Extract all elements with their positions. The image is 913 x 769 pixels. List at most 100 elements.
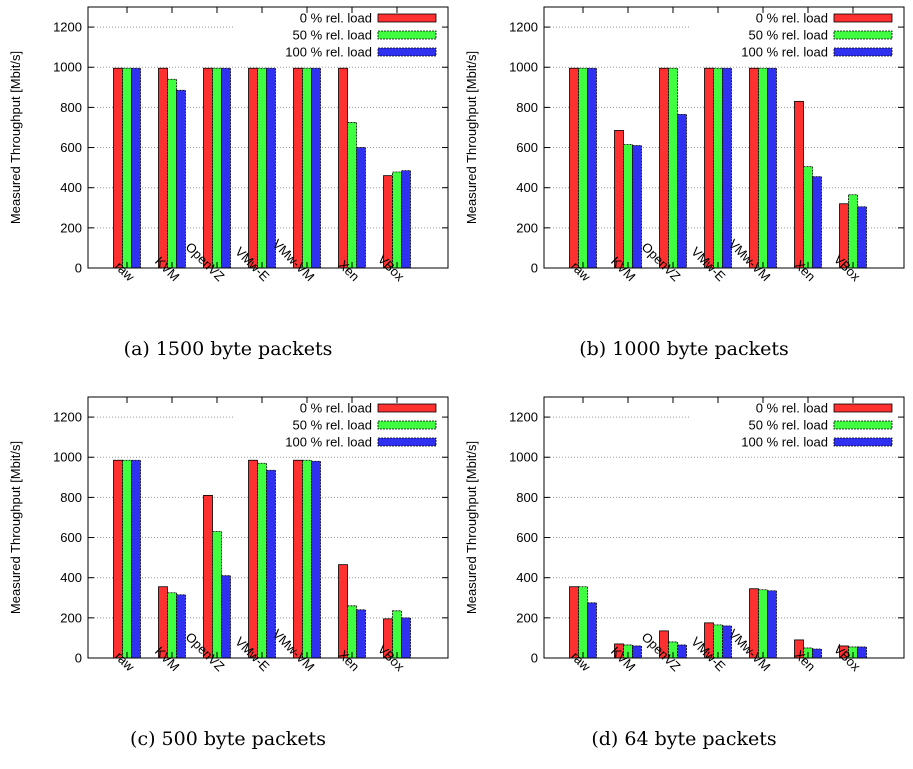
bar-group-vbox (839, 194, 867, 269)
chart-caption-b: (b) 1000 byte packets (579, 338, 789, 360)
bar-group-kvm (158, 67, 186, 269)
bar-openvz-load-100 (221, 575, 231, 659)
bar-xen-load-100 (356, 609, 366, 659)
bar-group-xen (338, 67, 366, 269)
y-tick-label: 400 (516, 180, 538, 195)
plot-frame (543, 396, 905, 659)
chart-panel-c: Measured Throughput [Mbit/s] 0 200 400 600 80… (0, 390, 456, 769)
legend-label-load-100: 100 % rel. load (285, 45, 372, 60)
bar-openvz-load-0 (203, 67, 213, 269)
bar-raw-load-50 (578, 586, 588, 659)
y-tick-label: 400 (60, 570, 82, 585)
legend-swatch-load-0 (377, 403, 437, 413)
bar-group-vmw-e (248, 67, 276, 269)
chart-caption-a: (a) 1500 byte packets (123, 338, 333, 360)
y-axis-label: Measured Throughput [Mbit/s] (8, 51, 23, 224)
y-axis-label: Measured Throughput [Mbit/s] (464, 51, 479, 224)
bar-vbox-load-100 (857, 646, 867, 659)
bar-vmw-vm-load-50 (302, 67, 312, 269)
y-tick-label: 200 (60, 220, 82, 235)
y-tick-label: 200 (516, 610, 538, 625)
bar-vmw-e-load-100 (722, 67, 732, 269)
y-tick-label: 600 (516, 140, 538, 155)
legend-label-load-50: 50 % rel. load (293, 28, 373, 43)
chart-caption-c: (c) 500 byte packets (130, 728, 326, 750)
bar-openvz-load-50 (212, 67, 222, 269)
bar-openvz-load-0 (203, 494, 213, 659)
y-tick-label: 1000 (53, 60, 82, 75)
bar-group-kvm (614, 130, 642, 269)
bar-xen-load-100 (812, 176, 822, 269)
bar-vmw-vm-load-50 (302, 459, 312, 659)
bar-vbox-load-50 (848, 194, 858, 269)
y-axis-label: Measured Throughput [Mbit/s] (8, 441, 23, 614)
y-tick-label: 800 (60, 490, 82, 505)
bar-raw-load-100 (587, 67, 597, 269)
bar-raw-load-100 (587, 602, 597, 659)
legend-label-load-50: 50 % rel. load (293, 418, 373, 433)
bar-raw-load-100 (131, 67, 141, 269)
y-tick-label: 800 (516, 490, 538, 505)
bar-vmw-e-load-0 (248, 67, 258, 269)
bar-xen-load-50 (347, 122, 357, 269)
bar-vmw-vm-load-100 (767, 590, 777, 659)
chart-panel-a: Measured Throughput [Mbit/s] 0 200 400 600 80… (0, 0, 456, 379)
bar-vmw-e-load-50 (713, 67, 723, 269)
bar-kvm-load-100 (632, 645, 642, 659)
y-tick-label: 800 (516, 100, 538, 115)
bar-openvz-load-50 (668, 641, 678, 659)
bar-group-raw (569, 586, 597, 659)
legend-swatch-load-50 (377, 30, 437, 40)
legend-swatch-load-100 (377, 437, 437, 447)
legend-swatch-load-0 (833, 403, 893, 413)
bar-vmw-vm-load-100 (311, 67, 321, 269)
bar-kvm-load-50 (623, 144, 633, 269)
bar-raw-load-100 (131, 459, 141, 659)
bar-group-vmw-vm (293, 459, 321, 659)
bar-chart-b: Measured Throughput [Mbit/s] 0 200 400 600 80… (464, 6, 905, 285)
bar-kvm-load-0 (158, 67, 168, 269)
bar-vmw-e-load-100 (266, 67, 276, 269)
bar-xen-load-50 (803, 166, 813, 269)
bar-raw-load-50 (578, 67, 588, 269)
y-tick-label: 1200 (509, 410, 538, 425)
bar-openvz-load-100 (221, 67, 231, 269)
legend-swatch-load-100 (377, 47, 437, 57)
bar-vbox-load-100 (401, 617, 411, 659)
y-tick-label: 0 (531, 651, 538, 666)
bar-vmw-vm-load-0 (293, 67, 303, 269)
bar-group-vmw-vm (749, 67, 777, 269)
bar-vmw-vm-load-50 (758, 67, 768, 269)
bar-openvz-load-50 (212, 531, 222, 659)
bar-group-openvz (203, 67, 231, 269)
bar-group-xen (338, 564, 366, 659)
legend-label-load-100: 100 % rel. load (285, 435, 372, 450)
y-tick-label: 800 (60, 100, 82, 115)
y-tick-label: 200 (60, 610, 82, 625)
bar-group-openvz (659, 67, 687, 269)
bar-vmw-e-load-0 (248, 459, 258, 659)
bar-raw-load-50 (122, 459, 132, 659)
bar-xen-load-100 (356, 147, 366, 269)
legend-label-load-0: 0 % rel. load (756, 11, 828, 26)
y-tick-label: 0 (531, 261, 538, 276)
bar-group-raw (569, 67, 597, 269)
bar-raw-load-0 (569, 67, 579, 269)
legend: 0 % rel. load 50 % rel. load 100 % rel. lo… (285, 11, 437, 60)
legend-label-load-50: 50 % rel. load (749, 28, 829, 43)
y-tick-label: 200 (516, 220, 538, 235)
y-tick-label: 1000 (53, 450, 82, 465)
bar-xen-load-0 (338, 67, 348, 269)
bar-vmw-vm-load-50 (758, 589, 768, 659)
plot-frame (87, 396, 449, 659)
y-tick-label: 1000 (509, 60, 538, 75)
legend: 0 % rel. load 50 % rel. load 100 % rel. lo… (285, 401, 437, 450)
bar-vbox-load-100 (401, 170, 411, 269)
legend: 0 % rel. load 50 % rel. load 100 % rel. lo… (741, 401, 893, 450)
y-tick-label: 1200 (509, 20, 538, 35)
y-tick-label: 0 (75, 651, 82, 666)
bar-group-raw (113, 459, 141, 659)
bar-vmw-vm-load-0 (293, 459, 303, 659)
y-tick-label: 600 (60, 530, 82, 545)
y-tick-label: 1200 (53, 410, 82, 425)
